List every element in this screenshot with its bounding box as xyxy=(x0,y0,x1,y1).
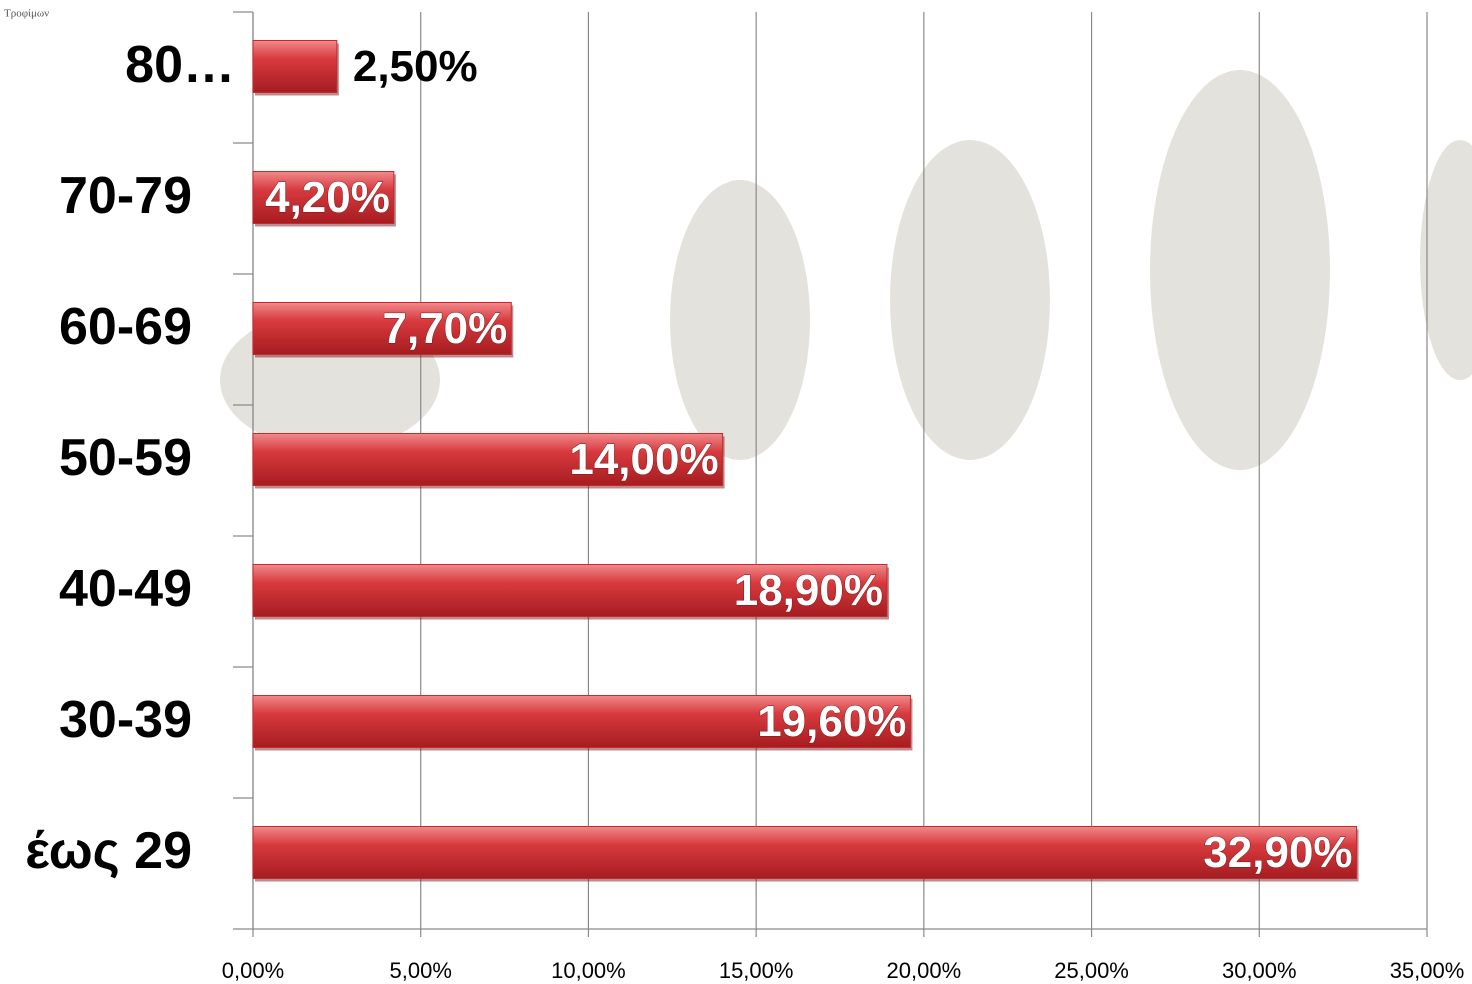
x-tick-label: 15,00% xyxy=(719,958,794,983)
y-tick-label: 80… xyxy=(125,36,235,94)
y-tick-label: έως 29 xyxy=(25,822,192,880)
value-label: 32,90% xyxy=(1203,828,1352,877)
bar xyxy=(252,826,1358,879)
value-label: 4,20% xyxy=(265,173,390,222)
value-label: 14,00% xyxy=(569,435,718,484)
y-tick-label: 60-69 xyxy=(59,298,192,356)
bar xyxy=(252,40,338,93)
y-tick-label: 50-59 xyxy=(59,429,192,487)
bar xyxy=(252,433,724,486)
x-tick-label: 30,00% xyxy=(1222,958,1297,983)
y-tick-label: 40-49 xyxy=(59,560,192,618)
y-tick-label: 70-79 xyxy=(59,167,192,225)
background-silhouettes xyxy=(220,70,1472,470)
x-tick-label: 25,00% xyxy=(1054,958,1129,983)
x-tick-label: 5,00% xyxy=(390,958,452,983)
bar xyxy=(252,302,512,355)
value-label: 19,60% xyxy=(757,697,906,746)
x-tick-label: 10,00% xyxy=(551,958,626,983)
y-tick-label: 30-39 xyxy=(59,691,192,749)
x-tick-label: 0,00% xyxy=(222,958,284,983)
bar xyxy=(252,564,888,617)
value-label: 7,70% xyxy=(383,304,508,353)
x-tick-label: 20,00% xyxy=(887,958,962,983)
x-tick-label: 35,00% xyxy=(1390,958,1465,983)
value-label: 2,50% xyxy=(353,42,478,91)
bar xyxy=(252,171,395,224)
bar xyxy=(252,695,911,748)
value-label: 18,90% xyxy=(734,566,883,615)
logo-text: Τροφίμων xyxy=(4,8,49,20)
